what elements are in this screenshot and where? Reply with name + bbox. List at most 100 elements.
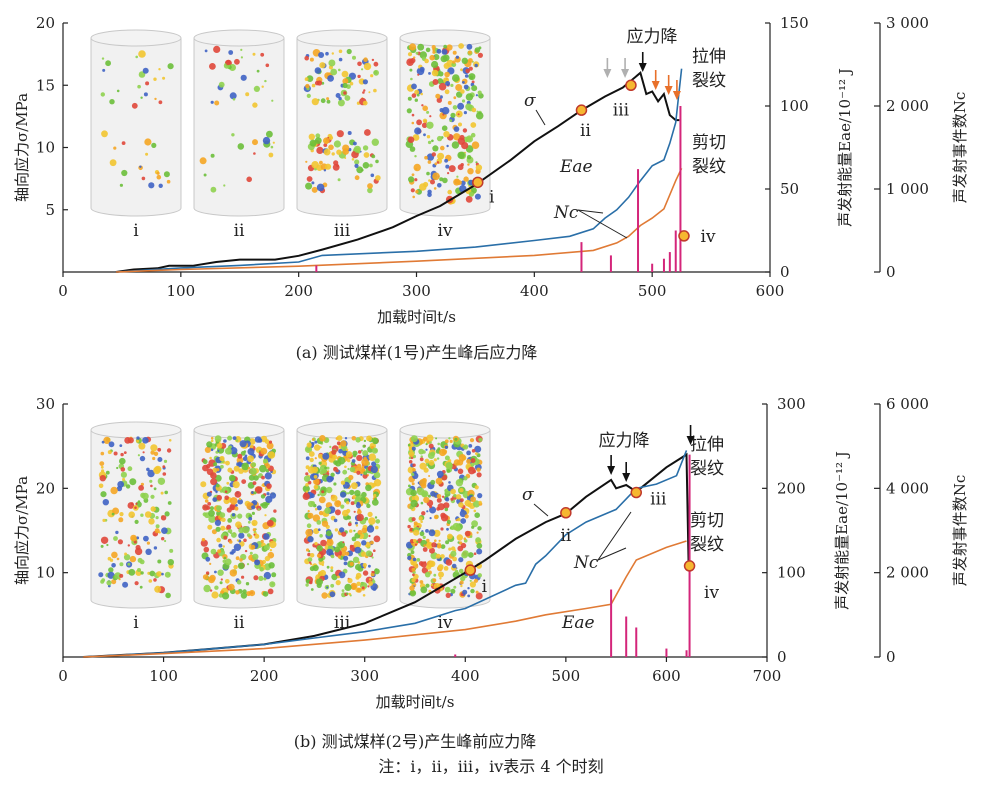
ae-event-dot — [425, 529, 429, 533]
x-tick-label: 500 — [552, 667, 581, 685]
ae-event-dot — [325, 51, 329, 56]
ae-event-dot — [112, 507, 120, 515]
ae-event-dot — [264, 555, 271, 562]
ae-event-dot — [431, 69, 439, 77]
specimen-cylinder-top — [296, 29, 388, 47]
ae-event-dot — [231, 133, 235, 137]
ae-event-dot — [368, 581, 374, 586]
ae-event-dot — [475, 111, 484, 120]
ae-event-dot — [215, 491, 218, 494]
ae-event-dot — [427, 494, 431, 498]
ae-event-dot — [249, 551, 253, 555]
ae-event-dot — [228, 540, 233, 544]
ae-event-dot — [210, 153, 215, 158]
ae-event-dot — [414, 155, 417, 158]
ae-event-dot — [435, 553, 441, 559]
y-right-tick-label: 4 000 — [886, 479, 929, 497]
moment-marker — [683, 560, 696, 572]
ae-event-dot — [356, 470, 361, 475]
specimen-label: ⅰ — [133, 221, 139, 241]
ae-event-dot — [313, 528, 320, 535]
ae-event-dot — [321, 520, 329, 527]
ae-event-dot — [441, 106, 450, 115]
ae-event-dot — [457, 113, 460, 116]
ae-event-dot — [326, 565, 330, 569]
ae-event-dot — [463, 176, 469, 182]
ae-event-dot — [475, 590, 479, 594]
ae-event-dot — [247, 466, 251, 470]
ae-event-dot — [311, 466, 319, 474]
y-left-tick-label: 30 — [36, 395, 55, 413]
ae-event-dot — [273, 509, 277, 513]
ae-event-dot — [257, 438, 263, 443]
ae-event-dot — [436, 97, 442, 103]
ae-event-dot — [116, 466, 119, 470]
ae-event-dot — [259, 464, 267, 473]
ae-event-dot — [356, 454, 363, 462]
ae-event-dot — [455, 84, 463, 91]
ae-event-dot — [421, 511, 426, 516]
ae-event-dot — [210, 478, 218, 486]
ae-event-dot — [234, 58, 240, 65]
ae-event-dot — [121, 141, 126, 146]
chart-b: ⅰ ⅱ ⅲ ⅳ0 100 200 300 400 500 600 70010203001002003… — [13, 395, 969, 751]
ae-event-dot — [370, 74, 374, 78]
ae-event-dot — [433, 187, 437, 190]
ae-event-dot — [419, 580, 424, 584]
ae-event-dot — [138, 442, 146, 450]
ae-event-dot — [331, 152, 335, 156]
ae-event-dot — [269, 492, 277, 499]
ae-event-dot — [337, 555, 342, 559]
ae-event-dot — [418, 561, 424, 566]
ae-event-dot — [334, 546, 340, 553]
ae-event-dot — [241, 462, 249, 471]
y-left-tick-label: 20 — [36, 14, 55, 32]
ae-event-dot — [416, 487, 425, 496]
ae-event-dot — [144, 138, 152, 146]
ae-event-dot — [340, 504, 345, 509]
ae-event-dot — [466, 155, 472, 160]
ae-event-dot — [150, 506, 156, 512]
ae-event-dot — [427, 160, 432, 164]
ae-event-dot — [129, 555, 137, 563]
ae-event-dot — [436, 48, 442, 54]
ae-event-dot — [98, 483, 104, 489]
y-right-tick-label: 2 000 — [886, 97, 929, 115]
ae-event-dot — [430, 451, 436, 456]
tension-crack-label: 裂纹 — [692, 71, 726, 91]
ae-event-dot — [210, 548, 217, 555]
ae-event-dot — [271, 99, 274, 102]
ae-event-dot — [346, 48, 352, 55]
ae-event-dot — [120, 452, 124, 457]
sigma-label: σ — [522, 485, 534, 505]
ae-event-dot — [124, 552, 128, 556]
ae-event-dot — [107, 450, 112, 455]
ae-event-dot — [326, 586, 329, 589]
ae-event-dot — [214, 570, 217, 574]
ae-event-dot — [139, 559, 145, 565]
y-right-tick-label: 3 000 — [886, 14, 929, 32]
ae-event-dot — [238, 539, 242, 543]
ae-event-dot — [210, 439, 214, 443]
ae-event-dot — [334, 509, 341, 516]
y-right-tick-label: 0 — [886, 263, 896, 281]
ae-event-dot — [430, 552, 438, 560]
ae-event-dot — [362, 563, 367, 568]
ae-event-dot — [235, 504, 238, 507]
ae-event-dot — [350, 501, 355, 506]
ae-event-dot — [327, 75, 334, 82]
ae-event-dot — [411, 446, 416, 451]
ae-event-dot — [131, 102, 138, 109]
ae-event-dot — [371, 138, 379, 146]
ae-event-dot — [225, 460, 230, 466]
sigma-leader — [535, 109, 546, 126]
ae-event-dot — [137, 84, 141, 89]
ae-event-dot — [460, 584, 463, 588]
ae-event-dot — [101, 440, 105, 444]
shear-crack-label: 剪切 — [692, 133, 726, 153]
ae-event-dot — [247, 455, 255, 463]
ae-event-dot — [426, 541, 434, 550]
specimen-label: ⅳ — [437, 613, 452, 633]
ae-event-dot — [445, 164, 450, 169]
ae-event-dot — [202, 574, 209, 580]
